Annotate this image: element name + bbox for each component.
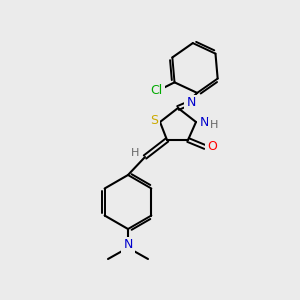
Text: Cl: Cl xyxy=(150,84,163,97)
Text: N: N xyxy=(186,97,196,110)
Text: S: S xyxy=(150,113,158,127)
Text: H: H xyxy=(131,148,139,158)
Text: N: N xyxy=(199,116,209,128)
Text: O: O xyxy=(207,140,217,154)
Text: N: N xyxy=(123,238,133,251)
Text: H: H xyxy=(210,120,218,130)
